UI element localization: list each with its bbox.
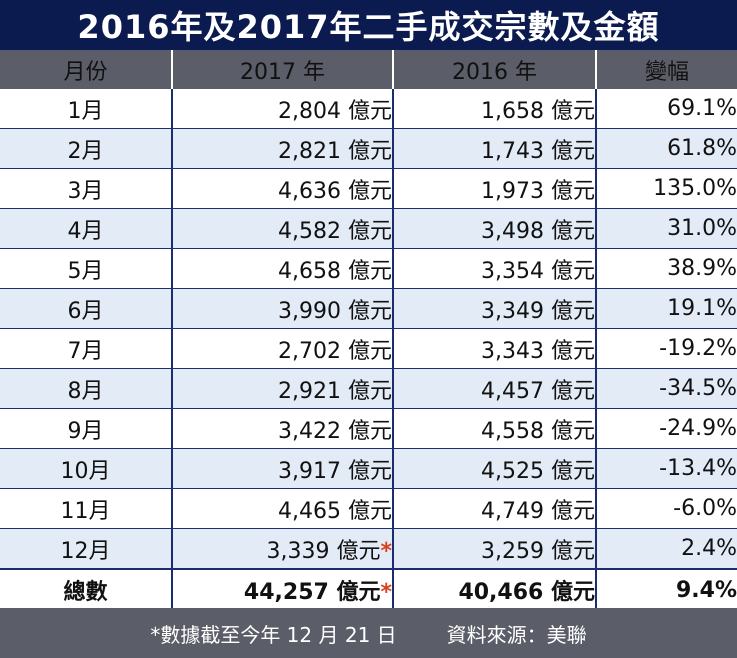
- month-cell: 10月: [0, 448, 172, 489]
- source-note: 資料來源：美聯: [446, 622, 587, 647]
- value-2017-cell: 3,422 億元: [171, 408, 393, 449]
- footnote: *數據截至今年 12 月 21 日: [150, 622, 397, 647]
- data-table: 月份 2017 年 2016 年 變幅 1月 2,804 億元 1,658 億元 69…: [0, 50, 737, 610]
- value-2017-cell: 3,990 億元: [171, 288, 393, 329]
- asterisk-icon: *: [380, 580, 392, 605]
- value-2016-cell: 1,973 億元: [392, 168, 596, 209]
- month-cell: 2月: [0, 128, 172, 169]
- table-row: 12月 3,339 億元* 3,259 億元 2.4%: [0, 528, 737, 570]
- asterisk-icon: *: [380, 538, 392, 564]
- total-row: 總數 44,257 億元* 40,466 億元 9.4%: [0, 568, 737, 610]
- column-header-2016: 2016 年: [392, 50, 596, 89]
- table-row: 9月 3,422 億元 4,558 億元 -24.9%: [0, 408, 737, 449]
- change-cell: 61.8%: [595, 128, 737, 169]
- month-cell: 4月: [0, 208, 172, 249]
- value-2016-cell: 1,658 億元: [392, 89, 596, 129]
- value-2017-cell: 4,636 億元: [171, 168, 393, 209]
- value-2017-cell: 4,465 億元: [171, 488, 393, 529]
- total-2016-cell: 40,466 億元: [392, 568, 596, 610]
- change-cell: -34.5%: [595, 368, 737, 409]
- table-row: 7月 2,702 億元 3,343 億元 -19.2%: [0, 328, 737, 369]
- month-cell: 12月: [0, 528, 172, 570]
- value-2016-cell: 3,259 億元: [392, 528, 596, 570]
- month-cell: 6月: [0, 288, 172, 329]
- value-2016-cell: 1,743 億元: [392, 128, 596, 169]
- total-2017-cell: 44,257 億元*: [171, 568, 393, 610]
- total-change-cell: 9.4%: [595, 568, 737, 610]
- change-cell: -13.4%: [595, 448, 737, 489]
- header-row: 月份 2017 年 2016 年 變幅: [0, 50, 737, 89]
- value-2017-cell: 2,702 億元: [171, 328, 393, 369]
- month-cell: 8月: [0, 368, 172, 409]
- value-2016-cell: 3,354 億元: [392, 248, 596, 289]
- month-cell: 7月: [0, 328, 172, 369]
- value-2016-cell: 4,525 億元: [392, 448, 596, 489]
- change-cell: -6.0%: [595, 488, 737, 529]
- table-row: 2月 2,821 億元 1,743 億元 61.8%: [0, 128, 737, 169]
- table-row: 3月 4,636 億元 1,973 億元 135.0%: [0, 168, 737, 209]
- month-cell: 5月: [0, 248, 172, 289]
- column-header-change: 變幅: [595, 50, 737, 89]
- table-body: 1月 2,804 億元 1,658 億元 69.1% 2月 2,821 億元 1,743 億…: [0, 89, 737, 610]
- month-cell: 3月: [0, 168, 172, 209]
- value-2017-cell: 2,804 億元: [171, 89, 393, 129]
- table-row: 4月 4,582 億元 3,498 億元 31.0%: [0, 208, 737, 249]
- change-cell: -24.9%: [595, 408, 737, 449]
- page-title: 2016年及2017年二手成交宗數及金額: [0, 0, 737, 50]
- column-header-2017: 2017 年: [171, 50, 393, 89]
- month-cell: 1月: [0, 89, 172, 129]
- value-2017-cell: 4,582 億元: [171, 208, 393, 249]
- change-cell: -19.2%: [595, 328, 737, 369]
- value-2016-cell: 4,558 億元: [392, 408, 596, 449]
- change-cell: 31.0%: [595, 208, 737, 249]
- value-2017-cell: 3,339 億元*: [171, 528, 393, 570]
- value-2017-cell: 2,921 億元: [171, 368, 393, 409]
- change-cell: 38.9%: [595, 248, 737, 289]
- value-2017-cell: 3,917 億元: [171, 448, 393, 489]
- footer: *數據截至今年 12 月 21 日 資料來源：美聯: [0, 608, 737, 658]
- value-2016-cell: 3,349 億元: [392, 288, 596, 329]
- table-row: 8月 2,921 億元 4,457 億元 -34.5%: [0, 368, 737, 409]
- change-cell: 19.1%: [595, 288, 737, 329]
- month-cell: 11月: [0, 488, 172, 529]
- column-header-month: 月份: [0, 50, 172, 89]
- value-2016-cell: 3,498 億元: [392, 208, 596, 249]
- table-row: 6月 3,990 億元 3,349 億元 19.1%: [0, 288, 737, 329]
- value-2016-cell: 3,343 億元: [392, 328, 596, 369]
- table-row: 5月 4,658 億元 3,354 億元 38.9%: [0, 248, 737, 289]
- table-row: 10月 3,917 億元 4,525 億元 -13.4%: [0, 448, 737, 489]
- table-row: 11月 4,465 億元 4,749 億元 -6.0%: [0, 488, 737, 529]
- change-cell: 135.0%: [595, 168, 737, 209]
- value-2016-cell: 4,749 億元: [392, 488, 596, 529]
- month-cell: 9月: [0, 408, 172, 449]
- change-cell: 69.1%: [595, 89, 737, 129]
- change-cell: 2.4%: [595, 528, 737, 570]
- value-2017-cell: 4,658 億元: [171, 248, 393, 289]
- total-label-cell: 總數: [0, 568, 172, 610]
- value-2016-cell: 4,457 億元: [392, 368, 596, 409]
- table-row: 1月 2,804 億元 1,658 億元 69.1%: [0, 89, 737, 129]
- value-2017-cell: 2,821 億元: [171, 128, 393, 169]
